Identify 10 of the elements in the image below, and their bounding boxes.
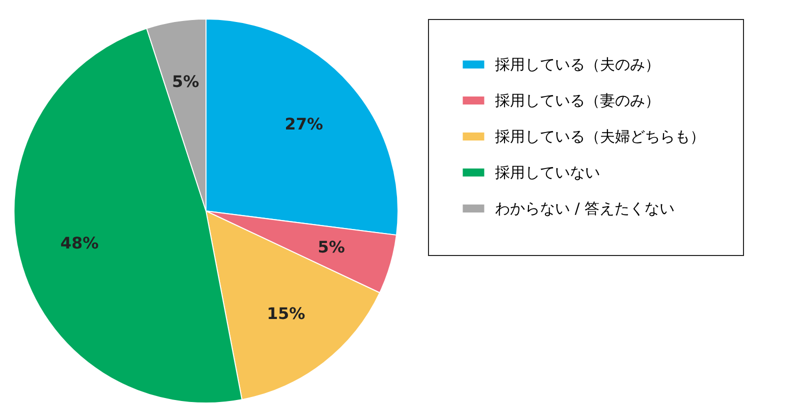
legend-label: 採用していない <box>495 164 600 182</box>
legend-label: わからない / 答えたくない <box>495 200 675 218</box>
legend-label: 採用している（夫のみ） <box>495 56 660 74</box>
legend-label: 採用している（夫婦どちらも） <box>495 128 705 146</box>
data-label: 27% <box>284 114 324 134</box>
data-label: 5% <box>318 237 345 256</box>
legend-label: 採用している（妻のみ） <box>495 92 660 110</box>
data-label: 15% <box>266 304 306 324</box>
data-label: 5% <box>172 72 200 92</box>
data-label: 48% <box>60 233 99 252</box>
